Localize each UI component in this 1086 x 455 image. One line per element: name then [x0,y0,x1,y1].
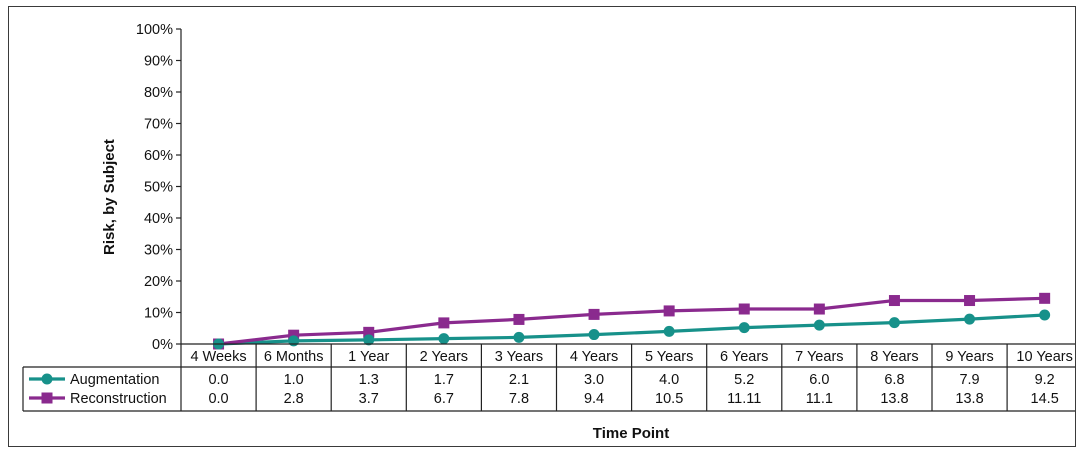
x-tick-label: 6 Months [264,349,324,365]
x-tick-label: 10 Years [1016,349,1072,365]
data-label: 7.8 [509,391,529,407]
y-tick-label: 90% [144,54,173,70]
x-tick-label: 8 Years [870,349,918,365]
data-label: 10.5 [655,391,683,407]
y-tick-label: 60% [144,148,173,164]
x-axis-label: Time Point [593,425,669,442]
chart-frame: Risk, by Subject 0% 10% 20% 30% 40% 50% 60% 70%… [8,6,1076,447]
x-tick-label: 3 Years [495,349,543,365]
y-tick-label: 30% [144,243,173,259]
data-label: 0.0 [208,372,228,388]
legend-marker-reconstruction [41,392,53,404]
data-label: 6.0 [809,372,829,388]
x-tick-label: 7 Years [795,349,843,365]
risk-line-chart: Risk, by Subject 0% 10% 20% 30% 40% 50% 60% 70%… [22,22,1075,442]
point-reconstruction [438,317,450,329]
data-label: 13.8 [880,391,908,407]
point-augmentation [438,333,450,345]
point-reconstruction [588,308,600,320]
x-tick-label: 5 Years [645,349,693,365]
legend-label-augmentation: Augmentation [70,372,159,388]
point-augmentation [663,325,675,337]
data-label: 9.4 [584,391,604,407]
data-label: 1.0 [284,372,304,388]
point-reconstruction [663,305,675,317]
y-tick-label: 40% [144,211,173,227]
legend-marker-augmentation [41,373,53,385]
y-tick-label: 80% [144,85,173,101]
point-augmentation [813,319,825,331]
x-tick-label: 2 Years [420,349,468,365]
data-label: 6.8 [884,372,904,388]
point-reconstruction [888,295,900,307]
point-augmentation [588,329,600,341]
x-tick-label: 1 Year [348,349,389,365]
x-tick-label: 4 Weeks [190,349,246,365]
data-label: 7.9 [959,372,979,388]
point-augmentation [964,313,976,325]
data-label: 11.11 [727,391,761,407]
data-label: 1.7 [434,372,454,388]
data-label: 3.7 [359,391,379,407]
data-label: 5.2 [734,372,754,388]
data-label: 11.1 [806,391,833,407]
y-tick-label: 0% [152,337,173,353]
data-label: 14.5 [1031,391,1059,407]
data-label: 0.0 [208,391,228,407]
series-line-augmentation [218,313,1045,346]
x-tick-label: 4 Years [570,349,618,365]
y-ticks: 0% 10% 20% 30% 40% 50% 60% 70% 80% 90% 100% [136,22,181,353]
y-axis-title: Risk, by Subject [101,139,118,255]
point-reconstruction [363,326,375,338]
data-label: 1.3 [359,372,379,388]
point-augmentation [513,331,525,343]
data-label: 4.0 [659,372,679,388]
y-tick-label: 100% [136,22,173,38]
x-tick-label: 6 Years [720,349,768,365]
point-reconstruction [813,303,825,315]
data-label: 2.8 [284,391,304,407]
data-table: 4 Weeks 6 Months 1 Year 2 Years 3 Years 4 Yea… [22,343,1075,412]
y-tick-label: 20% [144,274,173,290]
point-reconstruction [288,329,300,341]
x-tick-label: 9 Years [945,349,993,365]
y-tick-label: 70% [144,117,173,133]
y-tick-label: 10% [144,306,173,322]
point-augmentation [1039,309,1051,321]
point-reconstruction [1039,292,1051,304]
point-reconstruction [738,303,750,315]
point-augmentation [888,317,900,329]
data-label: 2.1 [509,372,529,388]
point-reconstruction [964,295,976,307]
data-label: 13.8 [955,391,983,407]
legend-label-reconstruction: Reconstruction [70,391,167,407]
point-augmentation [288,335,300,347]
point-augmentation [363,334,375,346]
point-augmentation [738,322,750,334]
data-label: 3.0 [584,372,604,388]
series-lines [218,296,1045,346]
point-reconstruction [513,313,525,325]
series-line-reconstruction [218,296,1045,346]
y-tick-label: 50% [144,180,173,196]
y-axis-label: Risk, by Subject [101,139,118,255]
data-label: 6.7 [434,391,454,407]
data-label: 9.2 [1035,372,1055,388]
